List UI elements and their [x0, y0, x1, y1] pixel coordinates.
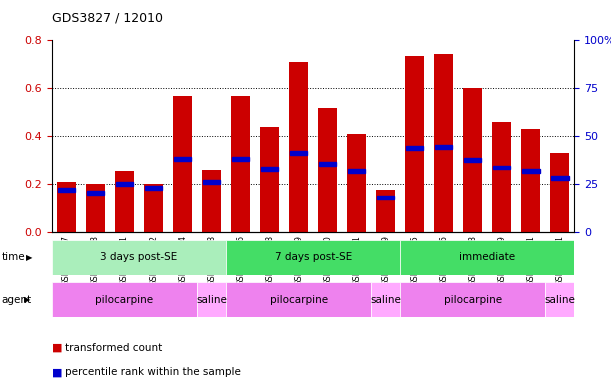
Text: ▶: ▶: [26, 253, 33, 262]
Bar: [289, 62, 308, 232]
Bar: [115, 171, 134, 232]
Bar: [400, 240, 574, 275]
Text: immediate: immediate: [459, 252, 515, 262]
Bar: [434, 53, 453, 232]
Text: 3 days post-SE: 3 days post-SE: [100, 252, 178, 262]
Text: time: time: [1, 252, 25, 262]
Bar: [492, 122, 511, 232]
Text: percentile rank within the sample: percentile rank within the sample: [65, 367, 241, 377]
Bar: [202, 170, 221, 232]
Text: pilocarpine: pilocarpine: [269, 295, 327, 305]
Bar: [551, 153, 569, 232]
Bar: [348, 169, 365, 173]
Bar: [545, 282, 574, 317]
Bar: [261, 167, 279, 170]
Bar: [203, 180, 220, 184]
Text: ▶: ▶: [24, 295, 31, 304]
Bar: [173, 96, 192, 232]
Bar: [226, 282, 371, 317]
Bar: [347, 134, 366, 232]
Bar: [86, 184, 105, 232]
Text: 7 days post-SE: 7 days post-SE: [274, 252, 352, 262]
Bar: [87, 191, 104, 195]
Bar: [290, 151, 307, 155]
Bar: [371, 282, 400, 317]
Bar: [52, 240, 226, 275]
Text: saline: saline: [196, 295, 227, 305]
Text: agent: agent: [1, 295, 31, 305]
Bar: [57, 182, 76, 232]
Text: pilocarpine: pilocarpine: [95, 295, 153, 305]
Bar: [319, 162, 336, 166]
Bar: [551, 176, 568, 180]
Bar: [197, 282, 226, 317]
Text: transformed count: transformed count: [65, 343, 163, 353]
Bar: [464, 159, 481, 162]
Bar: [116, 182, 133, 186]
Bar: [405, 56, 424, 232]
Bar: [376, 190, 395, 232]
Text: ■: ■: [52, 343, 62, 353]
Bar: [260, 127, 279, 232]
Bar: [521, 129, 540, 232]
Bar: [145, 186, 163, 190]
Bar: [231, 96, 250, 232]
Text: saline: saline: [370, 295, 401, 305]
Bar: [232, 157, 249, 161]
Bar: [522, 169, 540, 173]
Bar: [493, 166, 510, 169]
Bar: [318, 108, 337, 232]
Bar: [58, 189, 75, 192]
Text: GDS3827 / 12010: GDS3827 / 12010: [52, 12, 163, 25]
Bar: [400, 282, 546, 317]
Bar: [52, 282, 197, 317]
Bar: [377, 195, 395, 199]
Bar: [463, 88, 482, 232]
Bar: [435, 145, 452, 149]
Text: pilocarpine: pilocarpine: [444, 295, 502, 305]
Bar: [406, 146, 423, 150]
Bar: [174, 157, 191, 161]
Text: saline: saline: [544, 295, 576, 305]
Bar: [226, 240, 400, 275]
Bar: [144, 184, 163, 232]
Text: ■: ■: [52, 367, 62, 377]
